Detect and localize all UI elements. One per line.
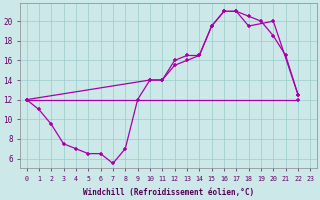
X-axis label: Windchill (Refroidissement éolien,°C): Windchill (Refroidissement éolien,°C) <box>83 188 254 197</box>
